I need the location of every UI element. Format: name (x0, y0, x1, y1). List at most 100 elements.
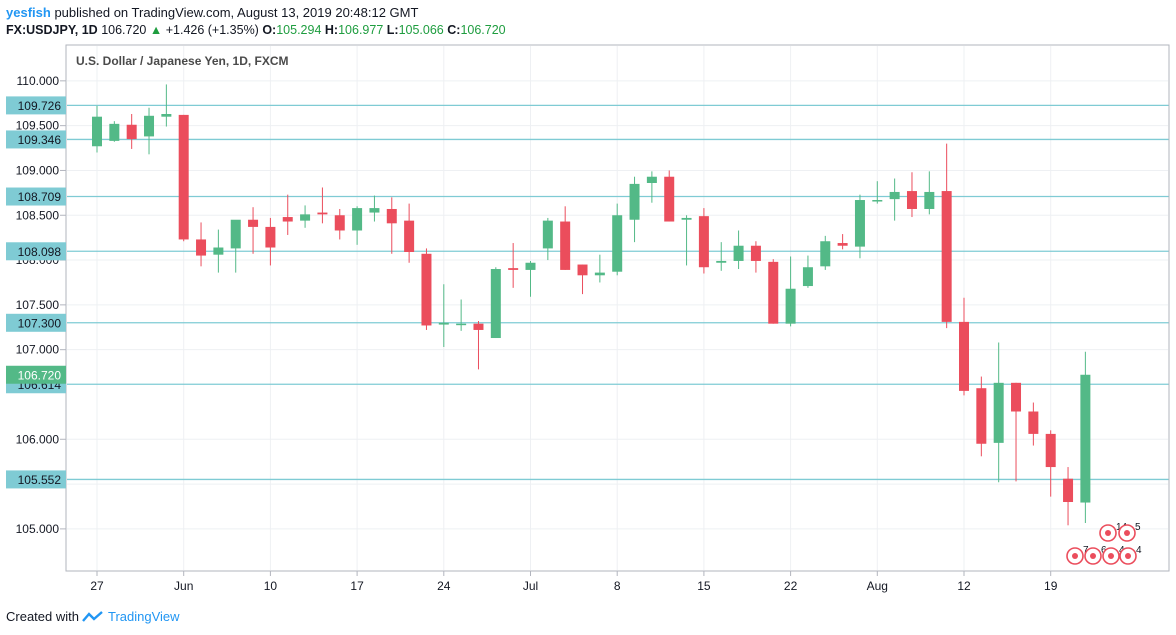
time-axis[interactable]: 27 Jun 10 17 24 Jul 8 15 22 Aug 12 19 (90, 571, 1058, 593)
candle-body-up (161, 113, 172, 117)
candle-body-up (542, 220, 553, 249)
ohlc-legend: FX:USDJPY, 1D 106.720 ▲ +1.426 (+1.35%) … (6, 23, 506, 37)
candle-body-down (698, 216, 709, 268)
candle-body-up (716, 260, 727, 263)
candle-body-up (924, 191, 935, 209)
time-tick-label: 22 (784, 579, 798, 593)
level-price-label: 108.098 (18, 245, 62, 259)
price-tick-label: 108.500 (16, 208, 60, 222)
low-value: 105.066 (398, 23, 444, 37)
price-tick-label: 106.000 (16, 432, 60, 446)
time-tick-label: 10 (264, 579, 278, 593)
candle-body-down (1045, 433, 1056, 468)
price-tick-label: 107.500 (16, 298, 60, 312)
candle-body-down (1011, 382, 1022, 412)
candle-body-up (993, 382, 1004, 443)
price-tick-label: 105.000 (16, 522, 60, 536)
candle-body-down (664, 176, 675, 222)
candle-body-up (92, 116, 102, 147)
level-price-label: 108.709 (18, 190, 62, 204)
candle-body-up (872, 200, 883, 202)
high-value: 106.977 (338, 23, 384, 37)
event-count: 5 (1135, 522, 1141, 533)
symbol-label: FX:USDJPY, 1D (6, 23, 98, 37)
low-label: L: (386, 23, 399, 37)
candle-body-down (282, 217, 293, 222)
published-text: published on TradingView.com, August 13,… (54, 5, 419, 20)
candle-body-down (508, 268, 519, 270)
level-price-label-bg (6, 242, 66, 261)
level-price-label: 107.300 (18, 316, 62, 330)
event-flag-icon-dot (1125, 553, 1131, 559)
current-price-label-bg (6, 365, 66, 384)
level-price-label-bg (6, 313, 66, 332)
candle-body-down (560, 221, 571, 270)
close-value: 106.720 (460, 23, 506, 37)
tradingview-link[interactable]: TradingView (107, 609, 180, 624)
candle-body-down (750, 245, 761, 261)
candle-body-up (646, 176, 657, 183)
candle-body-down (577, 264, 588, 276)
candle-body-up (300, 214, 311, 221)
price-change: +1.426 (+1.35%) (165, 23, 259, 37)
time-tick-label: 15 (697, 579, 711, 593)
price-tick-label: 109.500 (16, 119, 60, 133)
candle-body-up (889, 191, 900, 200)
tradingview-logo-icon (82, 610, 103, 622)
event-count: 7 (1083, 545, 1089, 556)
event-flag-icon-dot (1090, 553, 1096, 559)
event-count: 4 (1136, 545, 1142, 556)
candles (92, 84, 1091, 526)
price-axis[interactable]: 110.000109.500109.000108.500108.000107.5… (6, 74, 66, 536)
grid (67, 46, 1168, 570)
candle-body-down (317, 212, 328, 215)
time-tick-label: Jun (174, 579, 193, 593)
created-with-text: Created with (6, 609, 79, 624)
event-flag-icon-dot (1105, 530, 1111, 536)
candle-body-up (733, 245, 744, 261)
candle-body-down (959, 321, 969, 391)
event-flag-icon-dot (1108, 553, 1114, 559)
chart-title: U.S. Dollar / Japanese Yen, 1D, FXCM (76, 54, 289, 68)
candle-body-down (178, 114, 189, 240)
level-price-label-bg (6, 470, 66, 489)
candle-body-down (976, 388, 987, 444)
up-arrow-icon: ▲ (149, 23, 163, 37)
author-name[interactable]: yesfish (6, 5, 51, 20)
candle-body-down (837, 243, 848, 246)
close-label: C: (447, 23, 461, 37)
footer: Created with TradingView (6, 609, 180, 624)
time-tick-label: 19 (1044, 579, 1058, 593)
candle-body-up (820, 241, 831, 267)
candle-body-up (854, 200, 865, 247)
event-markers: 1457644 (1066, 522, 1142, 565)
candle-body-down (265, 226, 276, 248)
last-price: 106.720 (101, 23, 147, 37)
candle-body-down (334, 215, 345, 231)
candle-body-up (1080, 374, 1091, 503)
candle-body-up (230, 219, 241, 249)
level-price-label-bg (6, 187, 66, 206)
candle-body-up (785, 288, 796, 324)
candle-body-up (490, 269, 501, 339)
candle-body-down (248, 219, 259, 227)
level-price-label: 109.726 (18, 99, 62, 113)
level-price-label-bg (6, 130, 66, 149)
price-tick-label: 109.000 (16, 163, 60, 177)
candle-body-down (196, 239, 207, 256)
candle-body-down (421, 253, 432, 326)
time-tick-label: 8 (614, 579, 621, 593)
time-tick-label: 24 (437, 579, 451, 593)
candle-body-up (456, 323, 467, 326)
candle-body-up (144, 115, 155, 137)
event-flag-icon-dot (1124, 530, 1130, 536)
candle-body-down (1063, 478, 1074, 503)
price-tick-label: 107.000 (16, 343, 60, 357)
candle-body-up (612, 215, 623, 272)
candle-body-up (109, 123, 120, 141)
candle-body-down (768, 261, 779, 324)
open-label: O: (262, 23, 277, 37)
candle-body-up (525, 262, 536, 270)
publish-info: yesfish published on TradingView.com, Au… (6, 5, 418, 20)
